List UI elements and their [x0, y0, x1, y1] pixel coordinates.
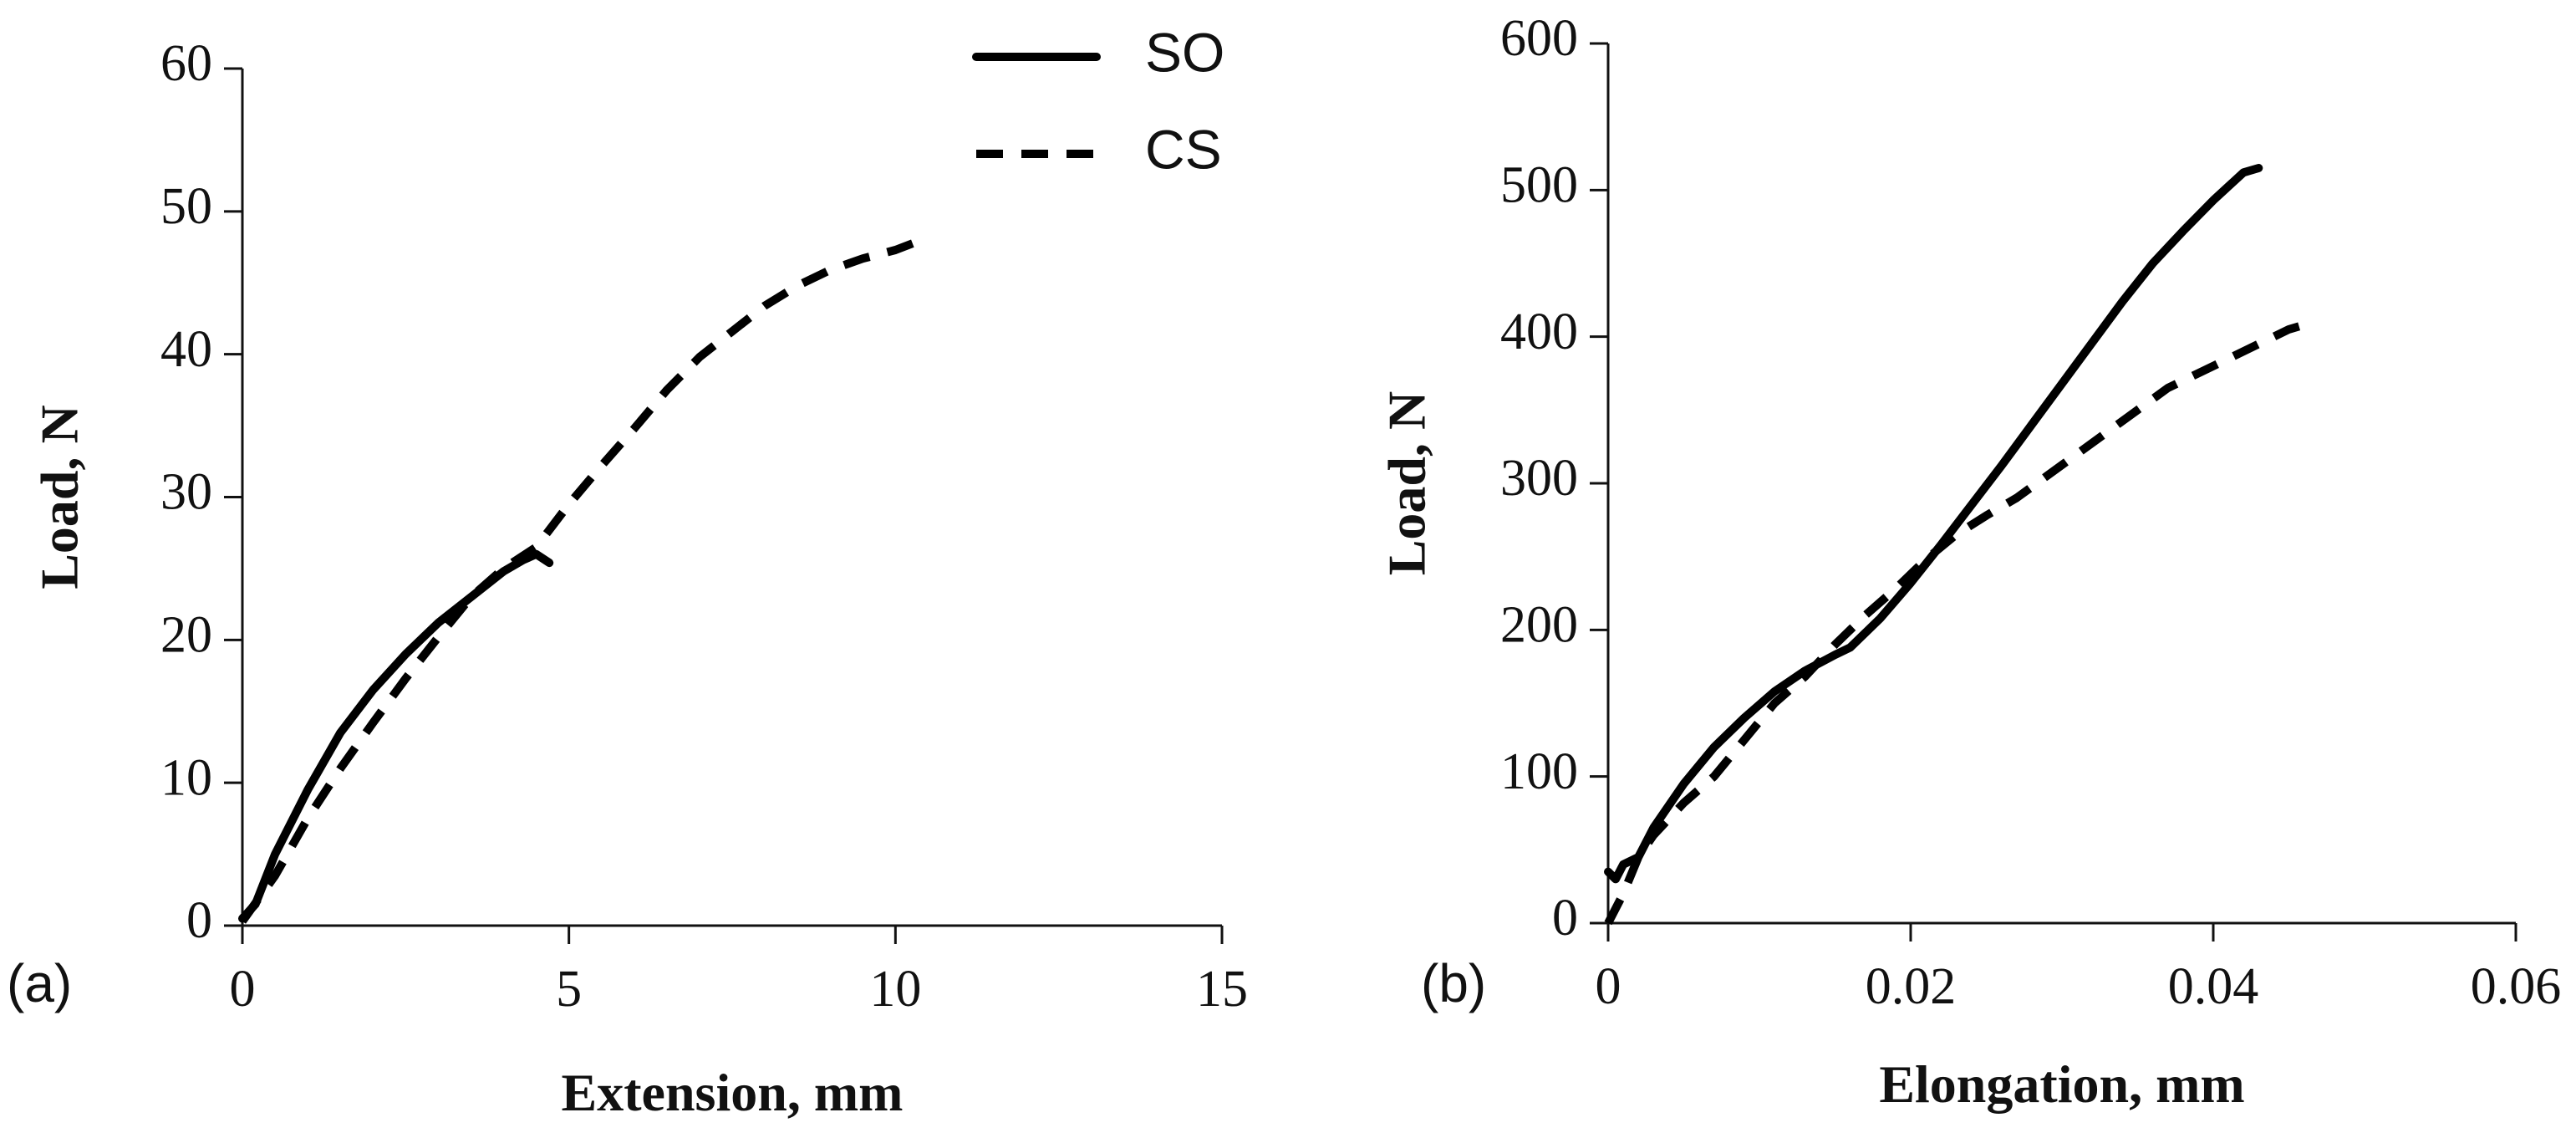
y-tick-label: 40: [160, 321, 212, 378]
legend: SO CS: [972, 21, 1224, 180]
x-tick-label: 5: [556, 961, 582, 1018]
y-tick-label: 500: [1500, 157, 1578, 214]
series-line-cs: [1604, 320, 2306, 926]
x-tick-label: 0.04: [2168, 958, 2259, 1015]
panel-label: (a): [7, 953, 72, 1013]
panel-b: 0 100 200 300 400 500 600 0 0.02 0.04 0.06 Elongati…: [1377, 10, 2562, 1114]
legend-label-cs: CS: [1145, 118, 1222, 180]
x-tick-label: 0: [230, 961, 256, 1018]
series-line-cs: [238, 236, 924, 924]
x-tick-label: 0.02: [1866, 958, 1957, 1015]
y-tick-label: 30: [160, 464, 212, 521]
y-tick-label: 400: [1500, 304, 1578, 360]
y-tick-label: 20: [160, 607, 212, 664]
y-axis-title: Load, N: [30, 405, 89, 589]
y-tick-label: 600: [1500, 10, 1578, 67]
x-axis-title: Extension, mm: [562, 1063, 904, 1122]
y-tick-label: 10: [160, 749, 212, 806]
panel-label: (b): [1421, 953, 1486, 1013]
y-tick-label: 200: [1500, 597, 1578, 654]
legend-label-so: SO: [1145, 21, 1224, 83]
y-tick-label: 0: [186, 892, 212, 949]
series-line-so: [1604, 164, 2263, 884]
y-axis-title: Load, N: [1377, 391, 1437, 576]
x-tick-label: 15: [1196, 961, 1248, 1018]
y-tick-label: 60: [160, 35, 212, 92]
y-tick-label: 300: [1500, 450, 1578, 507]
series-line-so: [238, 549, 554, 923]
x-tick-label: 0.06: [2471, 958, 2562, 1015]
x-tick-label: 0: [1596, 958, 1621, 1015]
panel-a: 0 10 20 30 40 50 60 0 5 10 15 Extension, mm Load, N (…: [7, 21, 1248, 1122]
y-tick-label: 50: [160, 178, 212, 235]
y-tick-label: 100: [1500, 743, 1578, 800]
x-axis-title: Elongation, mm: [1879, 1054, 2244, 1114]
x-tick-label: 10: [869, 961, 921, 1018]
y-tick-label: 0: [1552, 890, 1578, 947]
